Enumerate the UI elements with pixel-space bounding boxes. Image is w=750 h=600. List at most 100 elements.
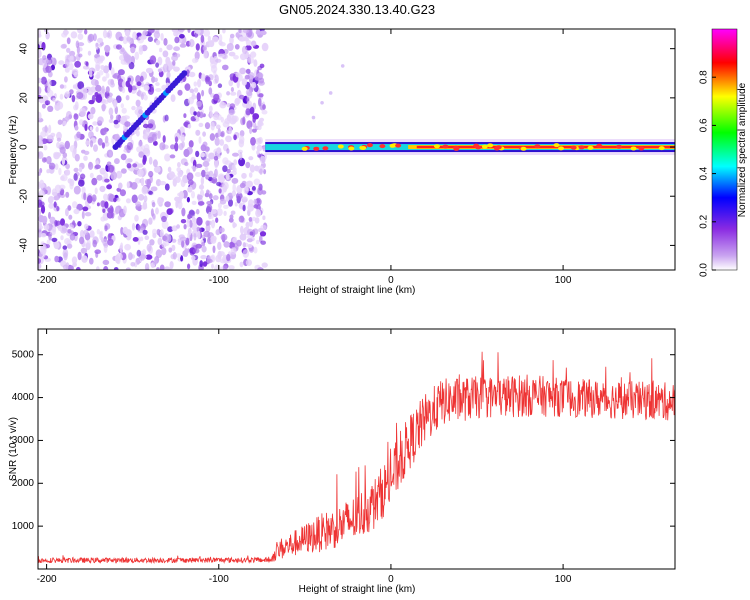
noise-blob [249,126,253,135]
colorbar-tick-label: 0.6 [699,118,710,132]
noise-blob [181,239,185,248]
noise-blob [210,60,217,69]
noise-blob [108,107,114,116]
noise-blob [46,239,51,245]
noise-blob [94,164,101,170]
noise-blob [191,191,195,199]
noise-blob [207,211,212,220]
noise-blob [76,92,84,99]
noise-blob [108,118,114,124]
noise-blob [155,207,159,215]
noise-blob [219,42,226,47]
noise-blob [202,161,210,167]
noise-blob [208,87,213,95]
noise-blob [96,202,100,207]
noise-blob [102,238,108,247]
noise-blob [203,29,211,37]
noise-blob [235,32,240,38]
noise-blob [222,121,230,128]
colorbar-tick-label: 0.4 [699,166,710,180]
noise-blob [217,173,225,180]
noise-blob [79,166,83,173]
noise-blob [66,243,73,249]
noise-blob [95,126,99,133]
noise-blob [191,200,197,205]
noise-blob [76,203,83,211]
noise-blob [184,248,189,257]
noise-blob [77,221,82,227]
noise-blob [96,71,100,80]
noise-blob [103,141,110,147]
noise-blob [176,224,181,229]
noise-blob [231,115,239,123]
noise-blob [62,264,69,270]
noise-blob [65,208,69,217]
snr-x-label: Height of straight line (km) [299,584,416,595]
noise-blob [47,134,53,140]
track-blob [578,145,585,150]
noise-blob [260,155,266,165]
noise-blob [259,235,263,243]
noise-blob [44,100,51,106]
noise-blob [247,203,255,212]
noise-blob [115,95,122,103]
noise-blob [232,152,239,157]
noise-blob [53,201,57,208]
noise-blob [72,201,78,209]
noise-blob [136,32,142,37]
noise-blob [142,123,149,129]
noise-blob [249,164,255,173]
noise-blob [79,236,85,245]
noise-blob [239,151,243,161]
noise-blob [196,111,201,118]
noise-blob [187,29,191,33]
noise-blob [120,153,127,161]
noise-blob [194,57,199,63]
noise-blob [79,107,87,117]
noise-blob [215,124,221,130]
noise-blob [234,44,240,50]
noise-blob [193,233,197,241]
noise-blob [159,142,166,151]
noise-blob [257,124,262,131]
noise-blob [157,68,163,73]
noise-blob [196,216,203,226]
noise-blob [195,243,202,249]
noise-blob [228,241,235,249]
noise-blob [148,156,153,165]
noise-blob [245,68,251,74]
noise-blob [38,263,42,269]
noise-blob [194,172,202,177]
colorbar-gradient [711,28,738,271]
noise-blob [89,257,94,265]
noise-blob [102,259,110,266]
noise-blob [263,43,268,49]
noise-blob [78,53,83,58]
noise-blob [172,60,176,66]
colorbar-tick-label: 0.8 [699,70,710,84]
noise-blob [205,220,210,227]
noise-blob [205,174,210,180]
noise-blob [79,229,85,239]
noise-blob [203,158,211,163]
noise-blob [70,55,74,60]
noise-blob [193,217,197,224]
y-tick-label: 2000 [12,478,35,489]
noise-blob [233,134,237,141]
noise-blob [84,212,92,217]
colorbar: 0.0 0.2 0.4 0.6 0.8 Normalized spectral ampl… [699,28,748,277]
noise-blob [210,219,216,229]
track-blob [322,146,329,151]
noise-blob [192,165,196,172]
noise-blob [89,126,93,131]
noise-blob [228,217,234,223]
noise-blob [248,217,253,222]
noise-blob [226,148,230,154]
noise-blob [238,215,245,223]
noise-blob [57,224,63,231]
noise-blob [228,265,235,270]
noise-blob [82,65,90,70]
noise-blob [116,170,123,179]
noise-blob [153,31,161,39]
noise-blob [164,201,171,208]
